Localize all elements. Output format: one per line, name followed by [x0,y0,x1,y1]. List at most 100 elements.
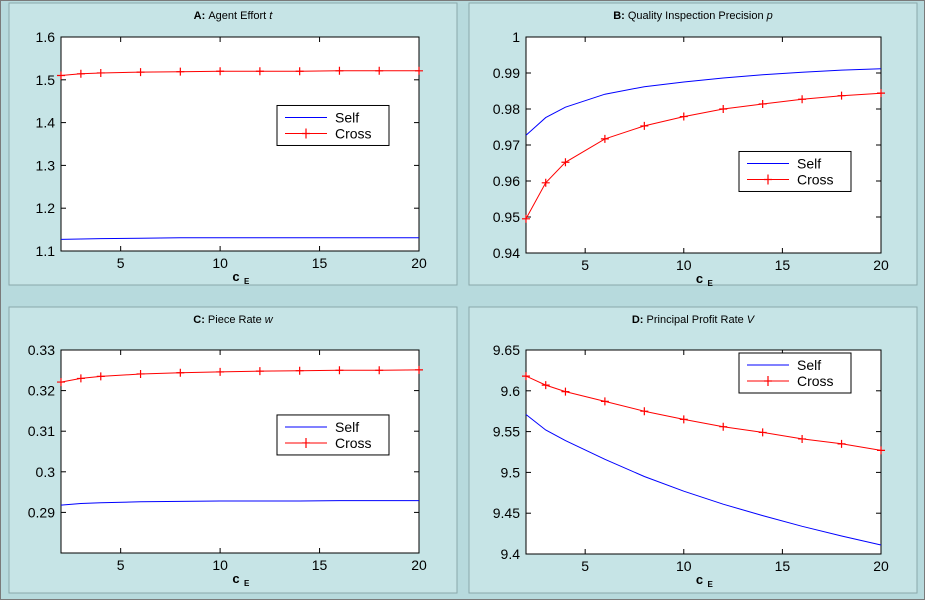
y-tick-label: 0.33 [28,342,55,358]
series-line-self [525,68,882,136]
x-tick-label: 15 [312,557,328,573]
y-tick-label: 0.98 [493,101,520,117]
chart-title: C: Piece Rate w [193,314,274,326]
legend-label-self: Self [335,419,359,435]
y-tick-label: 0.99 [493,65,520,81]
data-point-marker [375,66,384,75]
data-point-marker [679,112,688,121]
data-point-marker [415,66,423,75]
data-point-marker [600,397,609,406]
x-tick-label: 15 [312,255,328,271]
data-point-marker [837,439,846,448]
chart-title-variable: V [747,314,756,326]
y-tick-label: 0.95 [493,209,520,225]
legend-marker [302,437,310,448]
chart-title-prefix: C: [193,314,208,326]
data-point-marker [57,71,65,80]
legend-marker [302,128,310,139]
y-tick-label: 1.1 [36,243,56,259]
chart-title: A: Agent Effort t [194,10,274,22]
data-point-marker [295,67,304,76]
chart-panel-b: B: Quality Inspection Precision p 0.94 0.9… [468,2,918,288]
data-point-marker [541,381,550,390]
plot-area [525,36,882,254]
data-point-marker [216,67,225,76]
y-tick-label: 1.2 [36,200,56,216]
chart-title: D: Principal Profit Rate V [632,314,756,326]
legend-label-self: Self [797,155,821,171]
chart-title-variable: t [269,10,273,22]
legend-box [276,104,390,146]
series-line-self [525,414,882,546]
data-point-marker [96,68,105,77]
chart-panel-c: C: Piece Rate w 0.29 0.3 0.31 0.32 0.33 5 10 15 2… [8,306,458,594]
chart-title-prefix: A: [194,10,209,22]
x-axis-label-subscript: E [708,580,714,589]
chart-title-text: Principal Profit Rate [647,314,747,326]
y-tick-label: 0.32 [28,383,55,399]
data-point-marker [600,134,609,143]
legend-box [738,352,852,394]
legend-label-cross: Cross [335,435,372,451]
x-tick-label: 15 [775,257,791,273]
y-tick-label: 0.3 [36,464,56,480]
legend-label-self: Self [797,357,821,373]
data-point-marker [76,69,85,78]
data-point-marker [216,367,225,376]
chart-title-text: Quality Inspection Precision [628,10,767,22]
series-line-self [60,237,419,240]
x-tick-label: 5 [581,558,589,574]
y-tick-label: 1 [512,29,520,45]
legend-label-cross: Cross [335,125,372,141]
chart-title: B: Quality Inspection Precision p [613,10,773,22]
x-axis-label: c [696,572,703,587]
y-tick-label: 1.6 [36,29,56,45]
data-point-marker [837,91,846,100]
y-tick-label: 1.3 [36,157,56,173]
data-point-marker [255,367,264,376]
series-line-self [60,500,419,506]
chart-title-prefix: B: [613,10,628,22]
y-tick-label: 9.45 [493,505,520,521]
legend-label-self: Self [335,109,359,125]
data-point-marker [758,99,767,108]
data-point-marker [561,387,570,396]
data-point-marker [57,378,65,387]
x-axis-label-subscript: E [244,277,250,286]
legend-marker [764,174,772,185]
chart-title-text: Piece Rate [208,314,265,326]
x-tick-label: 10 [676,257,692,273]
data-point-marker [522,214,530,223]
legend-box [738,150,852,192]
data-point-marker [798,434,807,443]
x-tick-label: 5 [581,257,589,273]
x-axis-label-subscript: E [244,579,250,588]
legend-marker [764,376,772,386]
x-axis-label: c [232,269,239,284]
data-point-marker [335,366,344,375]
y-tick-label: 9.6 [501,383,521,399]
x-tick-label: 20 [873,257,889,273]
x-tick-label: 20 [411,557,427,573]
y-tick-label: 1.5 [36,72,56,88]
y-tick-label: 9.55 [493,424,520,440]
data-point-marker [719,105,728,113]
chart-panel-a: A: Agent Effort t 1.1 1.2 1.3 1.4 1.5 1.6 5 10 15… [8,2,458,286]
legend-label-cross: Cross [797,171,834,187]
x-tick-label: 10 [676,558,692,574]
x-tick-label: 5 [117,255,125,271]
x-axis-label-subscript: E [708,279,714,288]
data-point-marker [295,366,304,375]
y-tick-label: 1.4 [36,115,56,131]
data-point-marker [640,407,649,416]
y-tick-label: 0.29 [28,504,55,520]
data-point-marker [877,89,885,98]
y-tick-label: 9.5 [501,464,521,480]
legend-box [276,414,390,456]
legend-label-cross: Cross [797,373,834,389]
